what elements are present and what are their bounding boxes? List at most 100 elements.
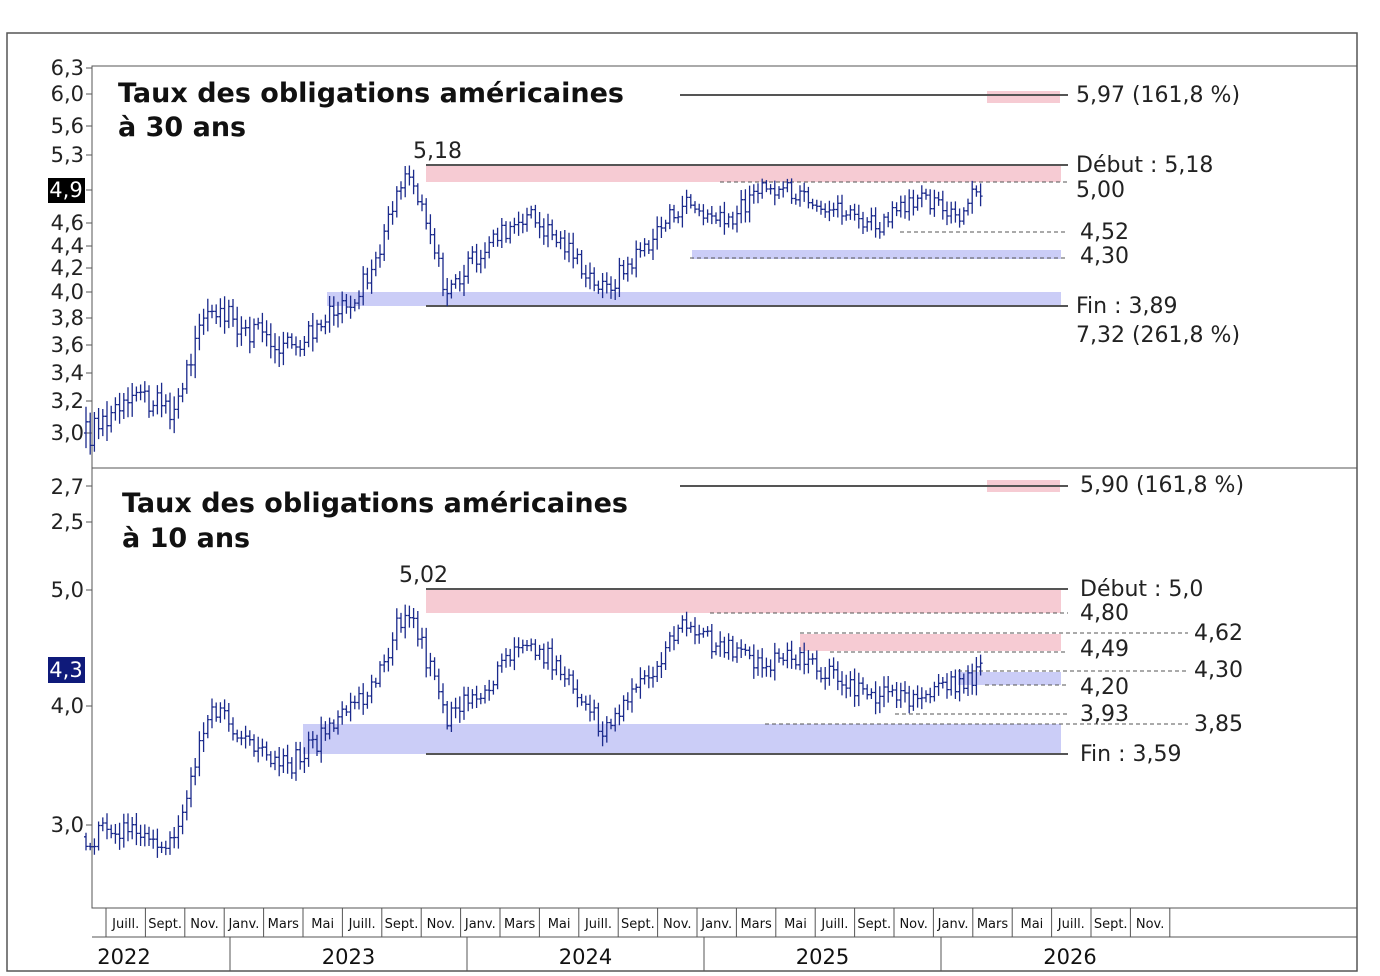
price-bar — [672, 626, 676, 651]
price-bar — [814, 199, 819, 212]
price-bar — [961, 207, 966, 225]
price-bar — [688, 621, 693, 633]
price-bar — [634, 683, 639, 693]
price-bar — [529, 205, 534, 219]
current-value-badge — [48, 178, 85, 203]
price-bar — [239, 730, 244, 746]
month-label: Nov. — [190, 917, 219, 932]
price-bar — [428, 214, 433, 245]
price-bar — [147, 385, 151, 418]
price-bar — [264, 320, 269, 347]
price-bar — [176, 815, 181, 849]
y-tick-label: 6,3 — [51, 56, 84, 80]
price-bar — [621, 260, 626, 280]
price-bar — [525, 640, 529, 651]
price-bar — [357, 290, 361, 310]
price-bar — [831, 202, 836, 217]
price-bar — [252, 734, 256, 757]
price-bar — [722, 636, 727, 658]
price-bar — [197, 731, 202, 777]
price-bar — [126, 813, 130, 842]
panel-30y-border — [91, 65, 1358, 469]
price-bar — [193, 325, 198, 379]
price-bar — [508, 221, 513, 244]
month-label: Janv. — [937, 917, 969, 932]
annotation-label: Début : 5,18 — [1076, 153, 1213, 178]
price-bar — [722, 201, 727, 235]
annotation-label: 4,49 — [1080, 637, 1129, 662]
price-bar — [378, 661, 382, 688]
month-label: Mai — [311, 917, 334, 932]
price-bar — [495, 661, 500, 690]
price-bar — [798, 185, 802, 207]
price-bar — [411, 169, 416, 195]
price-bar — [735, 642, 739, 663]
price-bar — [974, 657, 979, 696]
price-bar — [625, 692, 630, 711]
year-label: 2023 — [322, 945, 375, 969]
chart-title-line1: Taux des obligations américaines — [118, 78, 624, 109]
month-label: Mars — [977, 917, 1009, 932]
price-bar — [659, 652, 664, 678]
price-bar — [327, 717, 332, 740]
price-bar — [239, 316, 244, 346]
price-bar — [567, 232, 571, 263]
price-bar — [827, 658, 832, 686]
price-bar — [411, 608, 416, 629]
price-bar — [533, 204, 538, 228]
zone-blue-bottom — [327, 292, 1061, 306]
price-bar — [936, 191, 941, 206]
month-label: Sept. — [1094, 917, 1128, 932]
panel-10y-border — [91, 467, 1358, 909]
year-cells: 2022 2023 2024 2025 2026 — [97, 937, 1097, 971]
price-bar — [109, 824, 114, 839]
price-bar — [793, 654, 798, 670]
price-bar — [747, 185, 752, 223]
price-bar — [756, 183, 760, 204]
price-bar — [163, 394, 168, 414]
y-tick-label: 3,2 — [51, 389, 84, 413]
price-bar — [814, 650, 819, 680]
price-bar — [92, 838, 97, 855]
price-bar — [949, 201, 954, 224]
price-bar — [579, 250, 584, 279]
month-label: Mars — [504, 917, 536, 932]
price-bar — [562, 666, 567, 687]
y-tick-label: 3,0 — [51, 813, 84, 837]
price-bar — [541, 218, 546, 245]
zone-pink-mid — [800, 634, 1061, 651]
price-bar — [915, 194, 920, 211]
price-bar — [399, 612, 403, 633]
price-bar — [638, 242, 643, 258]
price-bar — [613, 707, 618, 732]
annotation-label: 5,00 — [1076, 178, 1125, 203]
price-bar — [651, 228, 655, 260]
price-bar — [785, 642, 790, 669]
price-bar — [684, 611, 689, 637]
price-bar — [945, 673, 949, 699]
price-bar — [777, 648, 781, 663]
price-bar — [655, 216, 660, 250]
month-label: Sept. — [385, 917, 419, 932]
price-bar — [978, 183, 983, 207]
price-bar — [235, 729, 240, 743]
y-tick-label: 4,4 — [51, 234, 84, 258]
price-bar — [747, 646, 752, 660]
price-bar — [382, 224, 387, 261]
price-bar — [781, 181, 786, 198]
price-bar — [100, 817, 105, 832]
price-bar — [298, 340, 303, 357]
month-cells: Juill. Sept. Nov. Janv. Mars Mai Juill. Sept. No… — [105, 908, 1171, 937]
price-bar — [394, 608, 399, 651]
price-bar — [470, 689, 475, 709]
price-bar — [424, 627, 429, 678]
price-bar — [940, 190, 945, 220]
zone-pink-top — [426, 166, 1061, 182]
price-bar — [659, 216, 664, 238]
price-bar — [491, 680, 496, 695]
price-bar — [701, 627, 706, 638]
price-bar — [789, 178, 794, 204]
price-bar — [163, 840, 168, 856]
y-tick-label: 3,0 — [51, 421, 84, 445]
month-label: Juill. — [1057, 917, 1085, 932]
